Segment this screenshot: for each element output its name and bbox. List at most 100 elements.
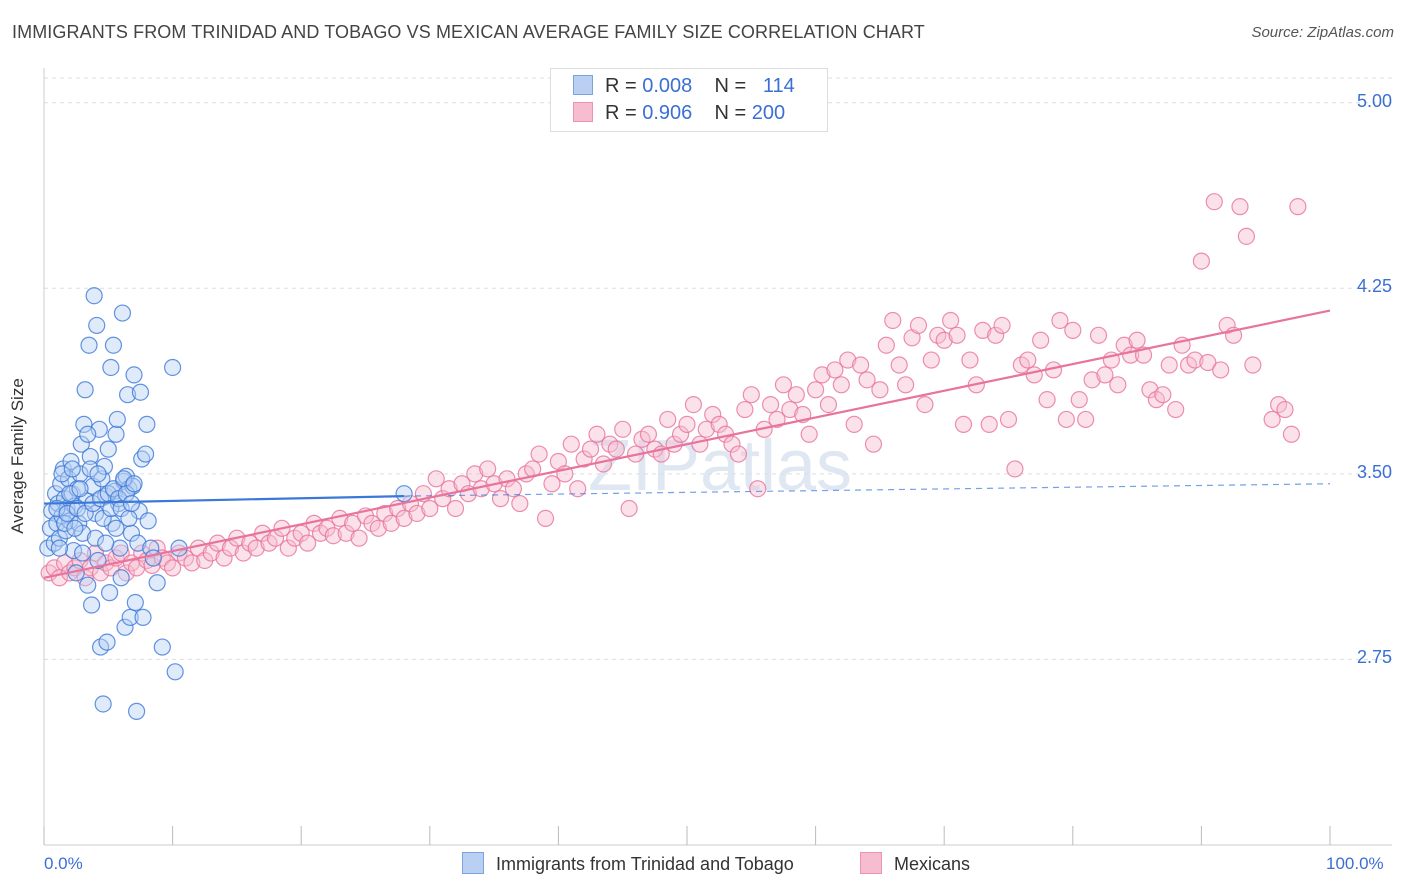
trinidad-point bbox=[55, 514, 74, 532]
trinidad-point bbox=[164, 358, 182, 377]
mexicans-point bbox=[479, 460, 497, 478]
trinidad-point bbox=[82, 596, 101, 614]
trinidad-point bbox=[139, 512, 157, 530]
trinidad-point bbox=[94, 695, 112, 713]
bottom-legend-label-mexicans: Mexicans bbox=[894, 854, 971, 874]
trinidad-point bbox=[102, 358, 120, 377]
x-tick-label-min: 0.0% bbox=[44, 854, 83, 873]
mexicans-point bbox=[1218, 316, 1236, 335]
mexicans-point bbox=[1160, 356, 1178, 374]
mexicans-point bbox=[562, 435, 580, 453]
mexicans-point bbox=[1154, 386, 1172, 404]
mexicans-point bbox=[678, 415, 696, 433]
bottom-legend-trinidad: Immigrants from Trinidad and Tobago bbox=[462, 852, 794, 875]
trinidad-trend-extension bbox=[404, 483, 1331, 497]
mexicans-point bbox=[954, 415, 973, 433]
mexicans-point bbox=[691, 435, 709, 453]
mexicans-point bbox=[607, 440, 625, 458]
mexicans-point bbox=[987, 326, 1005, 344]
bottom-legend-mexicans: Mexicans bbox=[860, 852, 970, 875]
trinidad-point bbox=[50, 539, 69, 557]
mexicans-point bbox=[871, 381, 889, 399]
mexicans-point bbox=[1128, 331, 1146, 349]
mexicans-point bbox=[1231, 198, 1249, 216]
trinidad-point bbox=[61, 485, 79, 503]
mexicans-point bbox=[614, 420, 632, 438]
mexicans-point bbox=[980, 415, 998, 433]
legend-n-label: N = bbox=[714, 75, 747, 97]
mexicans-point bbox=[1089, 326, 1108, 344]
legend-r-value-mexicans: 0.906 bbox=[642, 102, 693, 124]
mexicans-point bbox=[974, 321, 992, 339]
y-tick-label-2: 4.25 bbox=[1356, 276, 1392, 297]
mexicans-point bbox=[594, 455, 613, 473]
mexicans-point bbox=[774, 376, 793, 394]
bottom-legend-swatch-blue bbox=[462, 852, 484, 874]
mexicans-point bbox=[800, 425, 818, 443]
mexicans-point bbox=[819, 395, 838, 414]
mexicans-point bbox=[202, 544, 220, 562]
mexicans-point bbox=[183, 554, 201, 572]
mexicans-point bbox=[543, 475, 561, 493]
mexicans-point bbox=[369, 519, 387, 537]
trinidad-point bbox=[107, 425, 125, 443]
mexicans-point bbox=[1192, 252, 1211, 270]
mexicans-point bbox=[742, 386, 760, 404]
mexicans-point bbox=[530, 445, 548, 463]
trinidad-point bbox=[58, 504, 76, 523]
trinidad-point bbox=[89, 465, 107, 483]
mexicans-point bbox=[1019, 351, 1037, 369]
mexicans-point bbox=[427, 470, 445, 488]
trinidad-point bbox=[86, 529, 105, 547]
y-tick-label-0: 2.75 bbox=[1356, 647, 1392, 668]
mexicans-point bbox=[408, 504, 426, 523]
mexicans-point bbox=[1083, 371, 1101, 389]
trinidad-point bbox=[71, 480, 89, 498]
legend-box: R = 0.008 N = 114 R = 0.906 N = 200 bbox=[550, 68, 828, 132]
mexicans-point bbox=[581, 440, 600, 458]
trinidad-point bbox=[100, 584, 119, 602]
mexicans-point bbox=[446, 499, 465, 518]
trend-lines bbox=[43, 309, 1331, 579]
mexicans-point bbox=[639, 425, 658, 443]
trinidad-point bbox=[79, 425, 97, 443]
trinidad-point bbox=[166, 663, 184, 681]
mexicans-point bbox=[961, 351, 979, 369]
mexicans-point bbox=[536, 509, 555, 528]
trinidad-point bbox=[63, 460, 81, 478]
mexicans-point bbox=[1237, 227, 1256, 245]
mexicans-point bbox=[749, 480, 767, 498]
mexicans-point bbox=[1141, 381, 1159, 399]
trinidad-point bbox=[126, 593, 144, 612]
trinidad-point bbox=[48, 499, 66, 518]
mexicans-point bbox=[922, 351, 940, 369]
mexicans-point bbox=[466, 465, 484, 483]
mexicans-point bbox=[376, 504, 394, 523]
mexicans-point bbox=[916, 395, 934, 414]
mexicans-point bbox=[993, 316, 1011, 335]
y-tick-label-1: 3.50 bbox=[1356, 461, 1392, 482]
x-tick-label-max: 100.0% bbox=[1326, 854, 1384, 873]
trinidad-point bbox=[76, 381, 94, 399]
mexicans-point bbox=[1038, 391, 1056, 409]
mexicans-trend-line bbox=[43, 309, 1331, 579]
mexicans-point bbox=[832, 376, 850, 394]
mexicans-point bbox=[337, 524, 355, 542]
mexicans-point bbox=[1025, 366, 1043, 384]
trinidad-trend-line bbox=[43, 495, 405, 505]
mexicans-point bbox=[1212, 361, 1230, 379]
mexicans-point bbox=[761, 395, 780, 414]
mexicans-point bbox=[1006, 460, 1024, 478]
trinidad-point bbox=[97, 534, 115, 552]
trinidad-point bbox=[129, 534, 147, 552]
trinidad-point bbox=[80, 336, 98, 354]
mexicans-point bbox=[279, 539, 297, 557]
mexicans-point bbox=[909, 316, 928, 335]
mexicans-point bbox=[1205, 193, 1223, 211]
trinidad-point bbox=[125, 366, 143, 384]
mexicans-point bbox=[350, 529, 368, 547]
trinidad-point bbox=[73, 544, 92, 562]
legend-n-label: N = bbox=[714, 102, 747, 124]
mexicans-point bbox=[215, 549, 233, 567]
